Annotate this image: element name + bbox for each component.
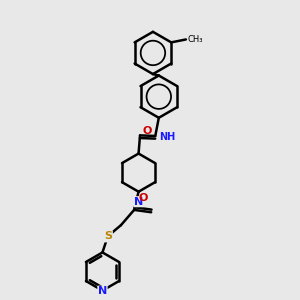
Text: S: S bbox=[104, 231, 112, 241]
Text: N: N bbox=[98, 286, 107, 296]
Text: CH₃: CH₃ bbox=[188, 35, 203, 44]
Text: N: N bbox=[134, 197, 143, 207]
Text: O: O bbox=[139, 193, 148, 203]
Text: O: O bbox=[143, 126, 152, 136]
Text: NH: NH bbox=[159, 132, 175, 142]
